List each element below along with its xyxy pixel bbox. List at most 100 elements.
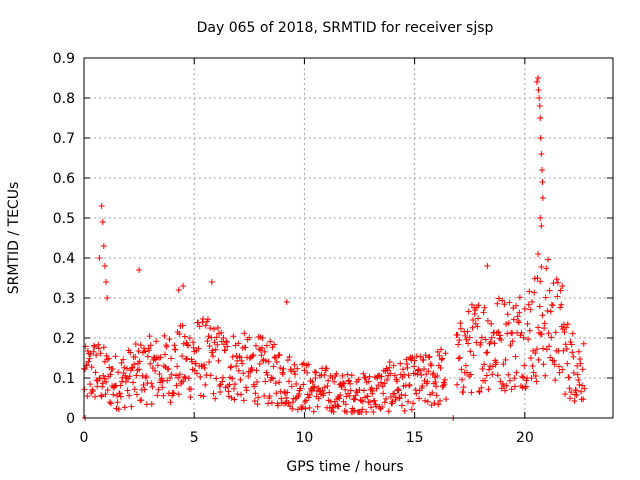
data-point [537, 135, 544, 141]
data-point [397, 360, 404, 367]
data-point [208, 334, 215, 341]
data-point [319, 387, 326, 394]
data-point [102, 391, 109, 398]
y-tick-label: 0.6 [53, 171, 75, 187]
data-point [99, 383, 106, 390]
y-tick-label: 0.5 [53, 211, 75, 227]
data-point [103, 378, 110, 385]
data-point [543, 265, 550, 272]
data-point [507, 342, 514, 349]
data-point [471, 311, 478, 318]
data-point [551, 361, 558, 368]
data-point [233, 363, 240, 370]
data-point [223, 338, 230, 345]
data-point [176, 371, 183, 378]
data-point [95, 345, 102, 352]
data-point [564, 321, 571, 328]
data-point [536, 95, 543, 101]
data-point [258, 344, 265, 351]
data-point [519, 373, 526, 380]
data-point [539, 195, 546, 201]
data-point [89, 386, 96, 393]
data-point [395, 387, 402, 394]
data-point [564, 360, 571, 367]
data-point [522, 384, 529, 391]
data-point [219, 378, 226, 385]
data-point [569, 330, 576, 337]
data-point [153, 338, 160, 345]
data-point [207, 325, 214, 332]
data-point [420, 365, 427, 372]
data-point [481, 361, 488, 368]
x-tick-label: 10 [296, 430, 314, 446]
data-point [187, 394, 194, 401]
data-point [240, 397, 247, 404]
data-point [165, 365, 172, 372]
data-point [566, 385, 573, 392]
data-point [236, 354, 243, 361]
y-tick-label: 0 [66, 411, 75, 427]
data-point [512, 353, 519, 360]
data-point [535, 75, 542, 81]
data-point [195, 345, 202, 352]
axis-ticks [83, 57, 613, 419]
data-point [166, 336, 173, 343]
data-point [515, 318, 522, 325]
data-point [464, 328, 471, 335]
data-point [280, 365, 287, 372]
data-point [147, 342, 154, 349]
data-point [98, 393, 105, 400]
data-point [190, 344, 197, 351]
data-point [470, 316, 477, 323]
data-point [405, 398, 412, 405]
data-point [499, 297, 506, 304]
data-point [156, 370, 163, 377]
data-points [81, 75, 588, 421]
data-point [96, 255, 103, 261]
data-point [310, 408, 317, 415]
data-point [92, 393, 99, 400]
data-point [217, 389, 224, 396]
data-point [241, 330, 248, 337]
y-tick-label: 0.1 [53, 371, 75, 387]
data-point [536, 303, 543, 310]
data-point [373, 403, 380, 410]
data-point [338, 383, 345, 390]
data-point [344, 371, 351, 378]
data-point [535, 324, 542, 331]
data-point [103, 279, 110, 285]
data-point [305, 361, 312, 368]
data-point [580, 396, 587, 403]
data-point [87, 381, 94, 388]
data-point [288, 383, 295, 390]
data-point [368, 404, 375, 411]
data-point [294, 406, 301, 413]
data-point [227, 364, 234, 371]
data-point [579, 366, 586, 373]
data-point [433, 392, 440, 399]
data-point [511, 375, 518, 382]
data-point [478, 334, 485, 341]
data-point [140, 381, 147, 388]
data-point [294, 365, 301, 372]
data-point [544, 256, 551, 263]
data-point [163, 343, 170, 350]
data-point [200, 393, 207, 400]
data-point [378, 379, 385, 386]
data-point [283, 395, 290, 402]
data-point [104, 387, 111, 394]
data-point [325, 377, 332, 384]
data-point [535, 251, 542, 257]
data-point [268, 399, 275, 406]
data-point [384, 376, 391, 383]
data-point [168, 355, 175, 362]
data-point [284, 389, 291, 396]
data-point [369, 390, 376, 397]
data-point [214, 324, 221, 331]
data-point [391, 390, 398, 397]
data-point [474, 323, 481, 330]
data-point [265, 358, 272, 365]
data-point [380, 390, 387, 397]
data-point [504, 311, 511, 318]
data-point [148, 380, 155, 387]
